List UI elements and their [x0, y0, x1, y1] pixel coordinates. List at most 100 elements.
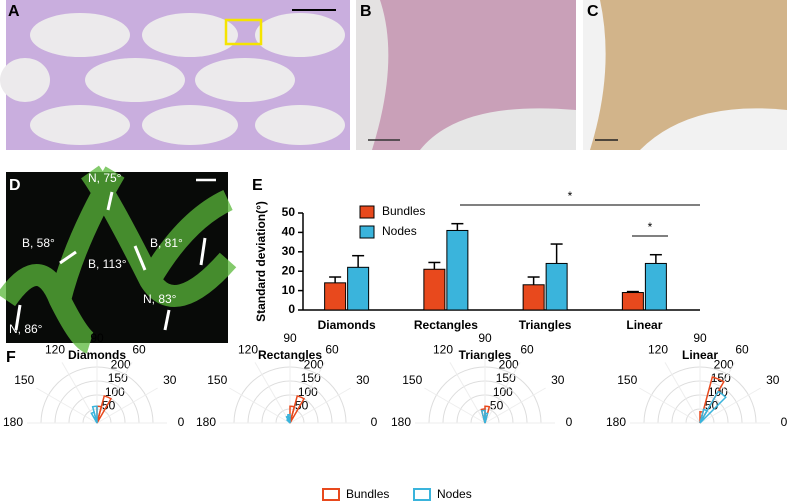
theta-tick-label: 0 [371, 415, 378, 429]
angle-grid [639, 387, 701, 424]
rose-wedge [285, 415, 291, 424]
legend-swatch [359, 225, 375, 239]
rose-wedge [484, 405, 491, 424]
bar [644, 262, 667, 311]
bar [324, 282, 347, 311]
rose-wedge [285, 418, 291, 424]
theta-tick-label: 0 [566, 415, 573, 429]
theta-tick-label: 90 [283, 331, 297, 345]
rose-wedge [289, 405, 296, 424]
rose-wedge [90, 411, 98, 424]
image-b [356, 0, 576, 150]
rose-wedge [699, 390, 727, 424]
d-labels: N, 75° B, 58° B, 113° B, 81° N, 83° N, 8… [9, 171, 183, 336]
x-tick-label: Triangles [519, 318, 572, 332]
image-d [0, 165, 237, 354]
d-label: B, 113° [88, 257, 127, 271]
d-label: N, 86° [9, 322, 43, 336]
significance: * [568, 189, 573, 203]
y-tick-label: 0 [288, 302, 295, 316]
angle-grid [484, 362, 521, 424]
theta-tick-label: 60 [132, 342, 146, 356]
theta-tick-label: 30 [551, 373, 565, 387]
rose-wedge [286, 413, 291, 424]
r-tick-label: 150 [108, 371, 128, 385]
legend-label: Nodes [437, 487, 472, 501]
angle-grid [229, 387, 291, 424]
y-tick-label: 50 [282, 205, 296, 219]
theta-tick-label: 30 [356, 373, 370, 387]
angle-grid [699, 387, 761, 424]
theta-tick-label: 120 [45, 342, 65, 356]
rose-wedge [289, 395, 306, 424]
angle-grid [664, 362, 701, 424]
panel-label: C [587, 3, 599, 20]
bar [423, 268, 446, 311]
y-tick-label: 20 [282, 263, 296, 277]
panel-label: D [9, 177, 21, 194]
x-tick-label: Rectangles [414, 318, 478, 332]
bar [446, 229, 469, 311]
y-axis-label: Standard deviation(°) [254, 201, 268, 322]
bar [621, 292, 644, 311]
r-tick-label: 200 [499, 357, 519, 371]
rose-wedge [96, 395, 113, 424]
bar [545, 262, 568, 311]
legend-label: Bundles [382, 204, 425, 218]
theta-tick-label: 180 [606, 415, 626, 429]
legend-swatch [359, 205, 375, 219]
r-tick-label: 200 [111, 357, 131, 371]
angle-grid [484, 387, 546, 424]
angle-grid [96, 387, 158, 424]
panel-label: E [252, 177, 263, 194]
rose-wedge [699, 408, 709, 424]
rose-wedge [480, 408, 486, 424]
d-label: B, 58° [22, 236, 55, 250]
theta-tick-label: 30 [163, 373, 177, 387]
image-c [583, 0, 787, 150]
significance: * [648, 220, 653, 234]
theta-tick-label: 150 [402, 373, 422, 387]
theta-tick-label: 60 [520, 342, 534, 356]
r-tick-label: 150 [711, 371, 731, 385]
r-tick-label: 150 [301, 371, 321, 385]
angle-grid [289, 387, 351, 424]
legend-swatch [322, 488, 340, 501]
theta-tick-label: 60 [325, 342, 339, 356]
r-tick-label: 200 [714, 357, 734, 371]
d-label: N, 83° [143, 292, 177, 306]
angle-grid [254, 362, 291, 424]
y-tick-label: 10 [282, 283, 296, 297]
theta-tick-label: 120 [648, 342, 668, 356]
y-tick-label: 30 [282, 244, 296, 258]
theta-tick-label: 150 [207, 373, 227, 387]
theta-tick-label: 60 [735, 342, 749, 356]
legend-swatch [413, 488, 431, 501]
rose-wedge [699, 376, 725, 424]
angle-grid [449, 362, 486, 424]
d-label: N, 75° [88, 171, 122, 185]
theta-tick-label: 0 [781, 415, 787, 429]
theta-tick-label: 90 [693, 331, 707, 345]
rose-wedge [480, 409, 486, 424]
rose-wedge [91, 405, 98, 424]
r-tick-label: 200 [304, 357, 324, 371]
theta-tick-label: 90 [90, 331, 104, 345]
theta-tick-label: 180 [3, 415, 23, 429]
theta-tick-label: 180 [196, 415, 216, 429]
theta-tick-label: 0 [178, 415, 185, 429]
theta-tick-label: 120 [433, 342, 453, 356]
theta-tick-label: 150 [617, 373, 637, 387]
angle-grid [36, 387, 98, 424]
theta-tick-label: 150 [14, 373, 34, 387]
panel-label: B [360, 3, 372, 20]
image-a [0, 0, 350, 150]
r-tick-label: 150 [496, 371, 516, 385]
x-tick-label: Diamonds [318, 318, 376, 332]
theta-tick-label: 180 [391, 415, 411, 429]
panel-label: F [6, 349, 16, 366]
theta-tick-label: 30 [766, 373, 780, 387]
panel-label: A [8, 3, 20, 20]
theta-tick-label: 90 [478, 331, 492, 345]
